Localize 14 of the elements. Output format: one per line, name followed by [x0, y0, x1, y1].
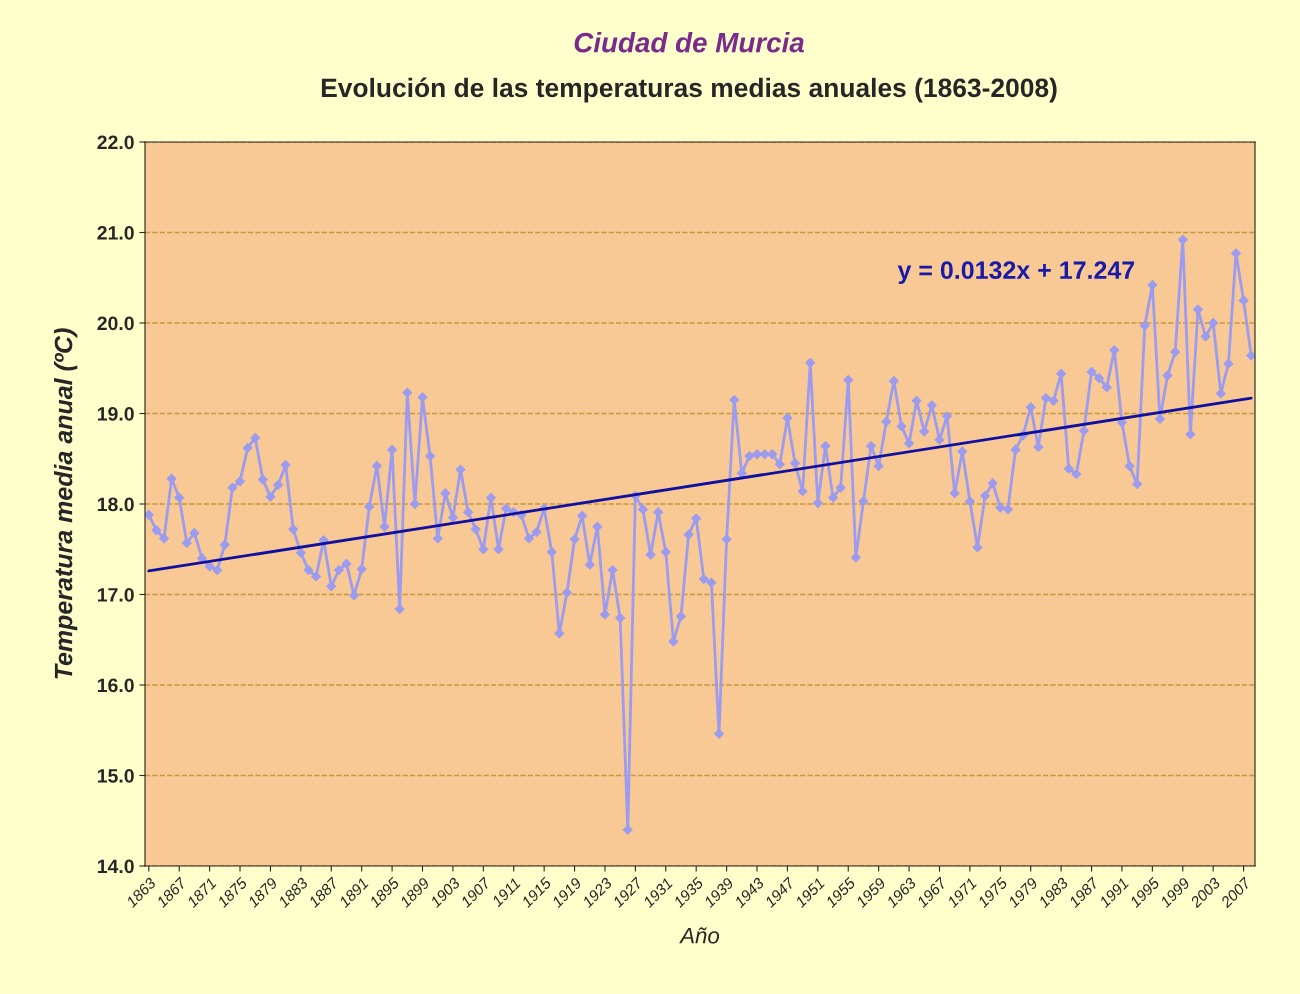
y-tick-label: 20.0: [97, 316, 134, 331]
y-tick-label: 14.0: [97, 859, 134, 874]
y-tick-label: 15.0: [97, 768, 134, 783]
y-tick-label: 19.0: [97, 406, 134, 421]
x-axis-title: Año: [679, 927, 720, 944]
y-tick-label: 16.0: [97, 678, 134, 693]
y-tick-label: 18.0: [97, 497, 134, 512]
y-tick-label: 17.0: [97, 587, 134, 602]
annotation: y = 0.0132x + 17.247: [897, 261, 1135, 284]
chart-title: Ciudad de Murcia: [574, 32, 804, 53]
chart-subtitle: Evolución de las temperaturas medias anuales (1863-2008): [321, 77, 1057, 103]
y-tick-label: 21.0: [97, 225, 134, 240]
y-axis-title: Temperatura media anual (ºC): [53, 328, 78, 679]
y-tick-label: 22.0: [97, 135, 134, 150]
